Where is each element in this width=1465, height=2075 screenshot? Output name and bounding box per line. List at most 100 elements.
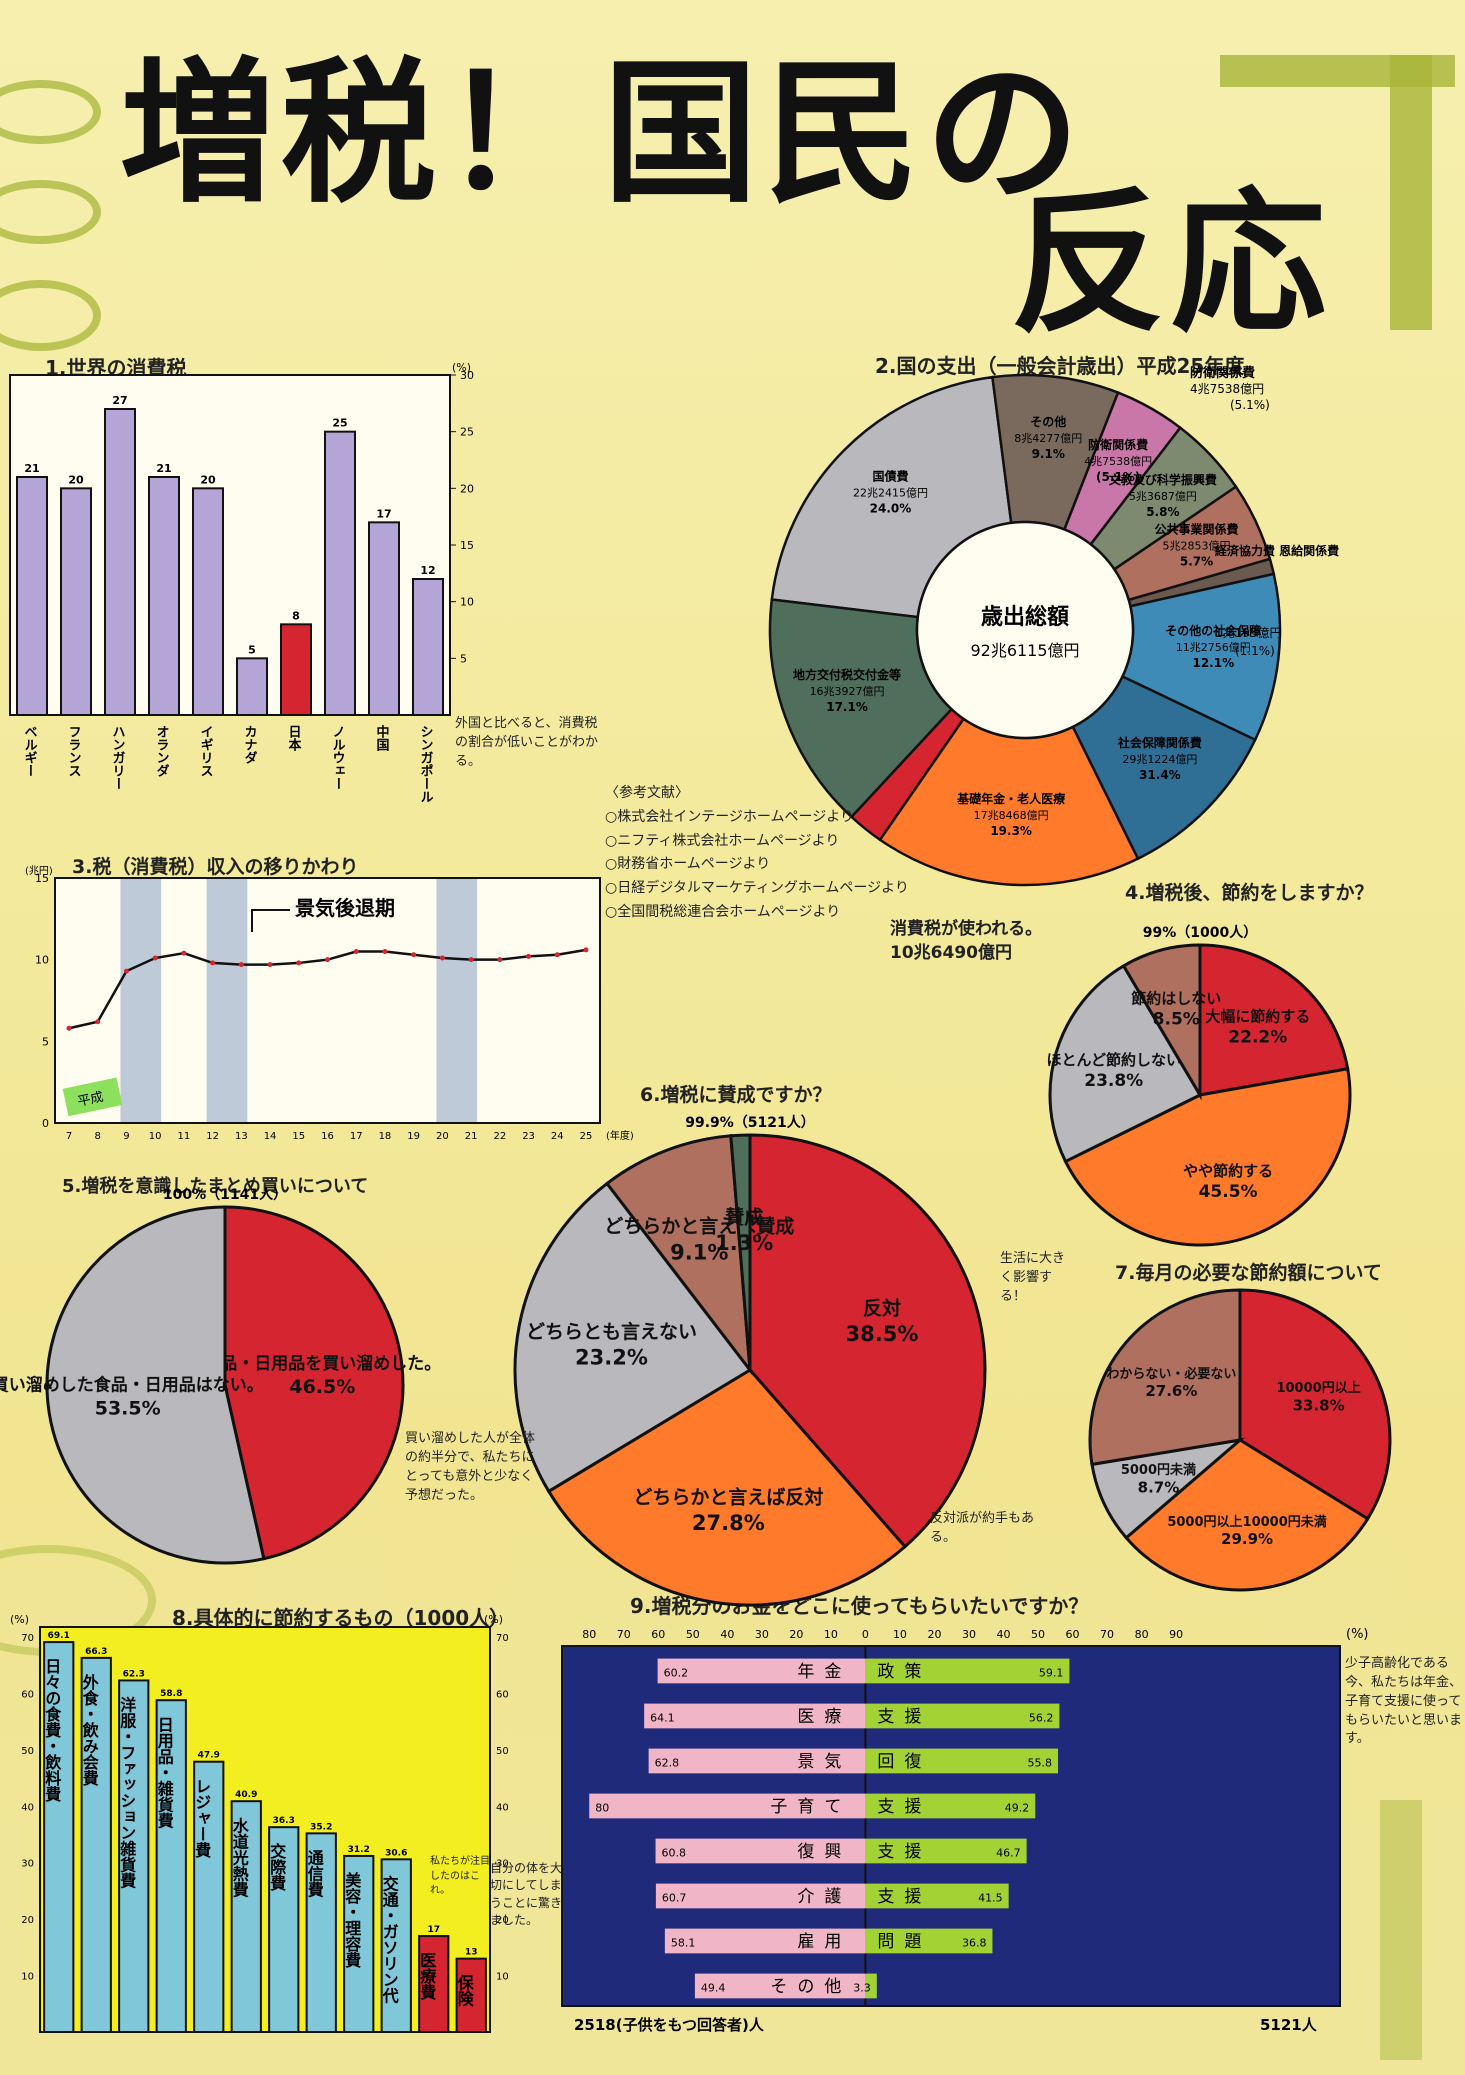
bar-value-label: 20: [200, 473, 216, 486]
callout-percent: (5.1%): [1230, 398, 1270, 412]
y-tick-label: 50: [21, 1746, 34, 1757]
slice-percent: 45.5%: [1199, 1182, 1258, 1202]
y-tick-label: 50: [496, 1746, 509, 1757]
bar-value-label: 25: [332, 417, 347, 430]
bar-value-label: 27: [112, 394, 127, 407]
x-tick-label: 20: [436, 1131, 449, 1142]
y-tick-label: 10: [460, 596, 474, 609]
right-category-label: 回復: [877, 1752, 931, 1772]
y-tick-label: 70: [496, 1633, 509, 1644]
data-point: [123, 968, 129, 974]
right-series-label: 5121人: [1260, 2016, 1318, 2034]
x-tick-label: 40: [997, 1628, 1011, 1641]
right-category-label: 問題: [877, 1932, 931, 1952]
slice-label: 防衛関係費: [1088, 437, 1148, 452]
bar-value-label: 20: [68, 473, 84, 486]
bar: [305, 1832, 337, 2033]
slice-amount: 17兆8468億円: [974, 809, 1049, 822]
note-self-important: 自分の体を大切にしてしまうことに驚きました。: [490, 1861, 563, 1928]
x-tick-label: 70: [1100, 1628, 1114, 1641]
right-value-label: 3.3: [853, 1981, 871, 1994]
y-tick-label: 10: [21, 1972, 34, 1983]
x-tick-label: 40: [720, 1628, 734, 1641]
right-value-label: 49.2: [1005, 1801, 1029, 1814]
slice-percent: 9.1%: [670, 1240, 728, 1264]
bar: [16, 476, 48, 716]
bar: [418, 1935, 450, 2034]
y-tick-label: 25: [460, 426, 474, 439]
bar: [380, 1858, 412, 2033]
tax-increase-approval-pie-chart: 反対38.5%どちらかと言えば反対27.8%どちらとも言えない23.2%どちらか…: [513, 1114, 987, 1607]
category-label: フランス: [66, 725, 81, 777]
note-consumption-tax-used: 消費税が使われる。 10兆6490億円: [890, 918, 1042, 966]
data-point: [238, 962, 244, 968]
pie-slice: [1124, 1438, 1370, 1592]
decor-bracket-top-side: [1390, 55, 1432, 330]
x-tick-label: 10: [893, 1628, 907, 1641]
slice-percent: 23.8%: [1084, 1071, 1143, 1091]
callout-amount: 4兆7538億円: [1190, 382, 1264, 396]
y-tick-label: 0: [42, 1117, 49, 1130]
left-bar: [655, 1883, 866, 1909]
x-tick-label: 50: [1031, 1628, 1045, 1641]
reference-item: ○財務省ホームページより: [605, 856, 771, 873]
bar-value-label: 21: [24, 462, 39, 475]
data-point: [411, 952, 417, 958]
bar-value-label: 47.9: [198, 1751, 220, 1761]
x-tick-label: 17: [350, 1131, 363, 1142]
x-tick-label: 13: [235, 1131, 248, 1142]
right-category-label: 支援: [877, 1707, 931, 1727]
slice-label: その他: [1030, 414, 1066, 429]
recession-annotation: 景気後退期: [295, 896, 395, 920]
category-label: 交通・ガソリン代: [380, 1874, 400, 2004]
category-label: 交際費: [267, 1842, 286, 1892]
slice-amount: 22兆2415億円: [853, 487, 928, 500]
x-axis-unit: (%): [1346, 1627, 1369, 1642]
bar-value-label: 35.2: [310, 1822, 332, 1832]
x-tick-label: 50: [686, 1628, 700, 1641]
right-value-label: 36.8: [962, 1936, 987, 1949]
category-label: イギリス: [198, 725, 214, 777]
slice-percent: 12.1%: [1192, 656, 1234, 670]
x-tick-label: 90: [1169, 1628, 1183, 1641]
category-label: カナダ: [242, 725, 258, 764]
right-bar: [865, 1973, 877, 1999]
left-bar: [589, 1793, 866, 1819]
bar-value-label: 21: [156, 462, 171, 475]
bar-value-label: 58.8: [160, 1689, 182, 1699]
data-point: [325, 957, 330, 963]
bar: [43, 1641, 75, 2033]
right-bar: [865, 1928, 993, 1954]
slice-percent: 1.3%: [715, 1231, 773, 1255]
category-label: ベルギー: [22, 725, 38, 777]
bar: [104, 408, 136, 716]
slice-percent: 31.4%: [1139, 768, 1181, 782]
left-bar: [655, 1838, 866, 1864]
note-stockpile: 買い溜めした人が全体の約半分で、私たちにとっても意外と少なく予想だった。: [405, 1431, 536, 1503]
left-value-label: 60.7: [662, 1891, 687, 1904]
x-tick-label: 0: [862, 1628, 869, 1641]
category-label: 日々の食費・飲料費: [42, 1658, 62, 1803]
note-life-impact: 生活に大きく影響する！: [1000, 1251, 1066, 1304]
y-tick-label: 20: [460, 482, 474, 495]
bar-value-label: 17: [427, 1925, 440, 1935]
bar: [60, 487, 92, 716]
category-label: 医療: [797, 1707, 851, 1727]
slice-label: どちらとも言えない: [526, 1320, 697, 1343]
bar: [236, 657, 268, 717]
pie-slice: [546, 1368, 908, 1607]
slice-percent: 46.5%: [289, 1376, 355, 1398]
data-point: [353, 949, 359, 954]
slice-label: 基礎年金・老人医療: [956, 791, 1065, 806]
tax-usage-diverging-bar-chart: 80 70 60 50 40 30 20 10 0 10 20 30 40 50 60 70 80 90 (%) 60…: [561, 1627, 1369, 2034]
slice-percent: (5.1%): [1096, 470, 1140, 484]
y-axis-unit: (%): [10, 1613, 29, 1626]
slice-label: 地方交付税交付金等: [793, 667, 901, 682]
slice-label: 5000円未満: [1121, 1462, 1196, 1478]
x-tick-label: 23: [522, 1131, 535, 1142]
bar-value-label: 30.6: [385, 1848, 407, 1858]
slice-percent: 5.7%: [1180, 554, 1213, 568]
bar-value-label: 8: [292, 609, 300, 622]
donut-center: [915, 520, 1135, 740]
category-label: 中国: [374, 724, 390, 752]
